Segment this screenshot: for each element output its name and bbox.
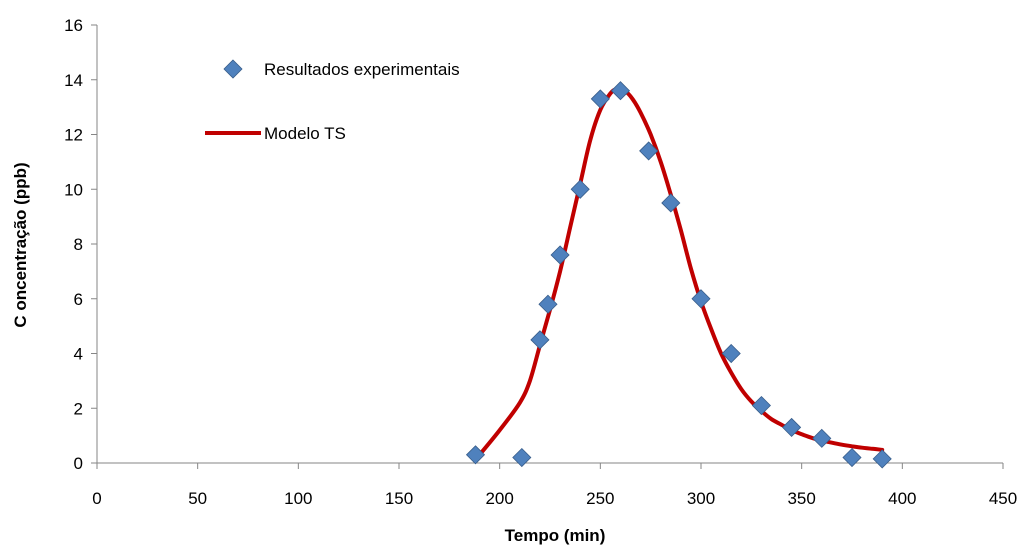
experimental-point — [721, 343, 741, 364]
y-tick-label: 2 — [74, 399, 83, 418]
experimental-point — [610, 81, 631, 101]
legend-label-model: Modelo TS — [264, 124, 346, 143]
x-axis-title: Tempo (min) — [505, 526, 606, 545]
x-tick-label: 350 — [787, 489, 815, 508]
legend-item-model: Modelo TS — [205, 124, 346, 143]
y-tick-label: 12 — [64, 126, 83, 145]
y-tick-label: 0 — [74, 454, 83, 473]
y-tick-label: 4 — [74, 345, 83, 364]
legend-item-experimental: Resultados experimentais — [223, 59, 460, 79]
legend: Resultados experimentais Modelo TS — [205, 59, 460, 143]
experimental-point — [872, 449, 892, 469]
experimental-point — [639, 141, 659, 161]
experimental-point — [842, 447, 862, 468]
x-tick-label: 300 — [687, 489, 715, 508]
experimental-point — [812, 428, 832, 448]
y-tick-label: 10 — [64, 180, 83, 199]
y-axis-title: C oncentração (ppb) — [11, 162, 30, 327]
y-tick-label: 8 — [74, 235, 83, 254]
x-tick-label: 400 — [888, 489, 916, 508]
y-tick-label: 14 — [64, 71, 83, 90]
experimental-point — [512, 447, 532, 468]
experimental-point — [530, 330, 550, 350]
experimental-point — [751, 395, 771, 416]
experimental-point — [538, 294, 558, 314]
experimental-point — [570, 179, 590, 199]
y-axis: 0 2 4 6 8 10 12 14 16 — [64, 16, 98, 473]
x-tick-label: 150 — [385, 489, 413, 508]
y-ticks: 0 2 4 6 8 10 12 14 16 — [64, 16, 97, 473]
x-ticks: 0 50 100 150 200 250 300 350 400 450 — [92, 463, 1017, 508]
x-tick-label: 450 — [989, 489, 1017, 508]
y-tick-label: 6 — [74, 290, 83, 309]
experimental-point — [550, 245, 570, 265]
x-tick-label: 100 — [284, 489, 312, 508]
experimental-point — [661, 193, 681, 213]
x-tick-label: 50 — [188, 489, 207, 508]
legend-label-experimental: Resultados experimentais — [264, 60, 460, 79]
experimental-point — [465, 445, 486, 465]
y-tick-label: 16 — [64, 16, 83, 35]
x-axis: 0 50 100 150 200 250 300 350 400 450 — [92, 462, 1017, 508]
experimental-point — [691, 289, 711, 309]
x-tick-label: 250 — [586, 489, 614, 508]
experimental-point — [590, 89, 610, 109]
legend-diamond-marker — [223, 59, 243, 79]
experimental-point — [782, 417, 802, 437]
model-ts-line — [477, 87, 885, 457]
plot-area — [465, 81, 892, 469]
x-tick-label: 0 — [92, 489, 101, 508]
x-tick-label: 200 — [485, 489, 513, 508]
